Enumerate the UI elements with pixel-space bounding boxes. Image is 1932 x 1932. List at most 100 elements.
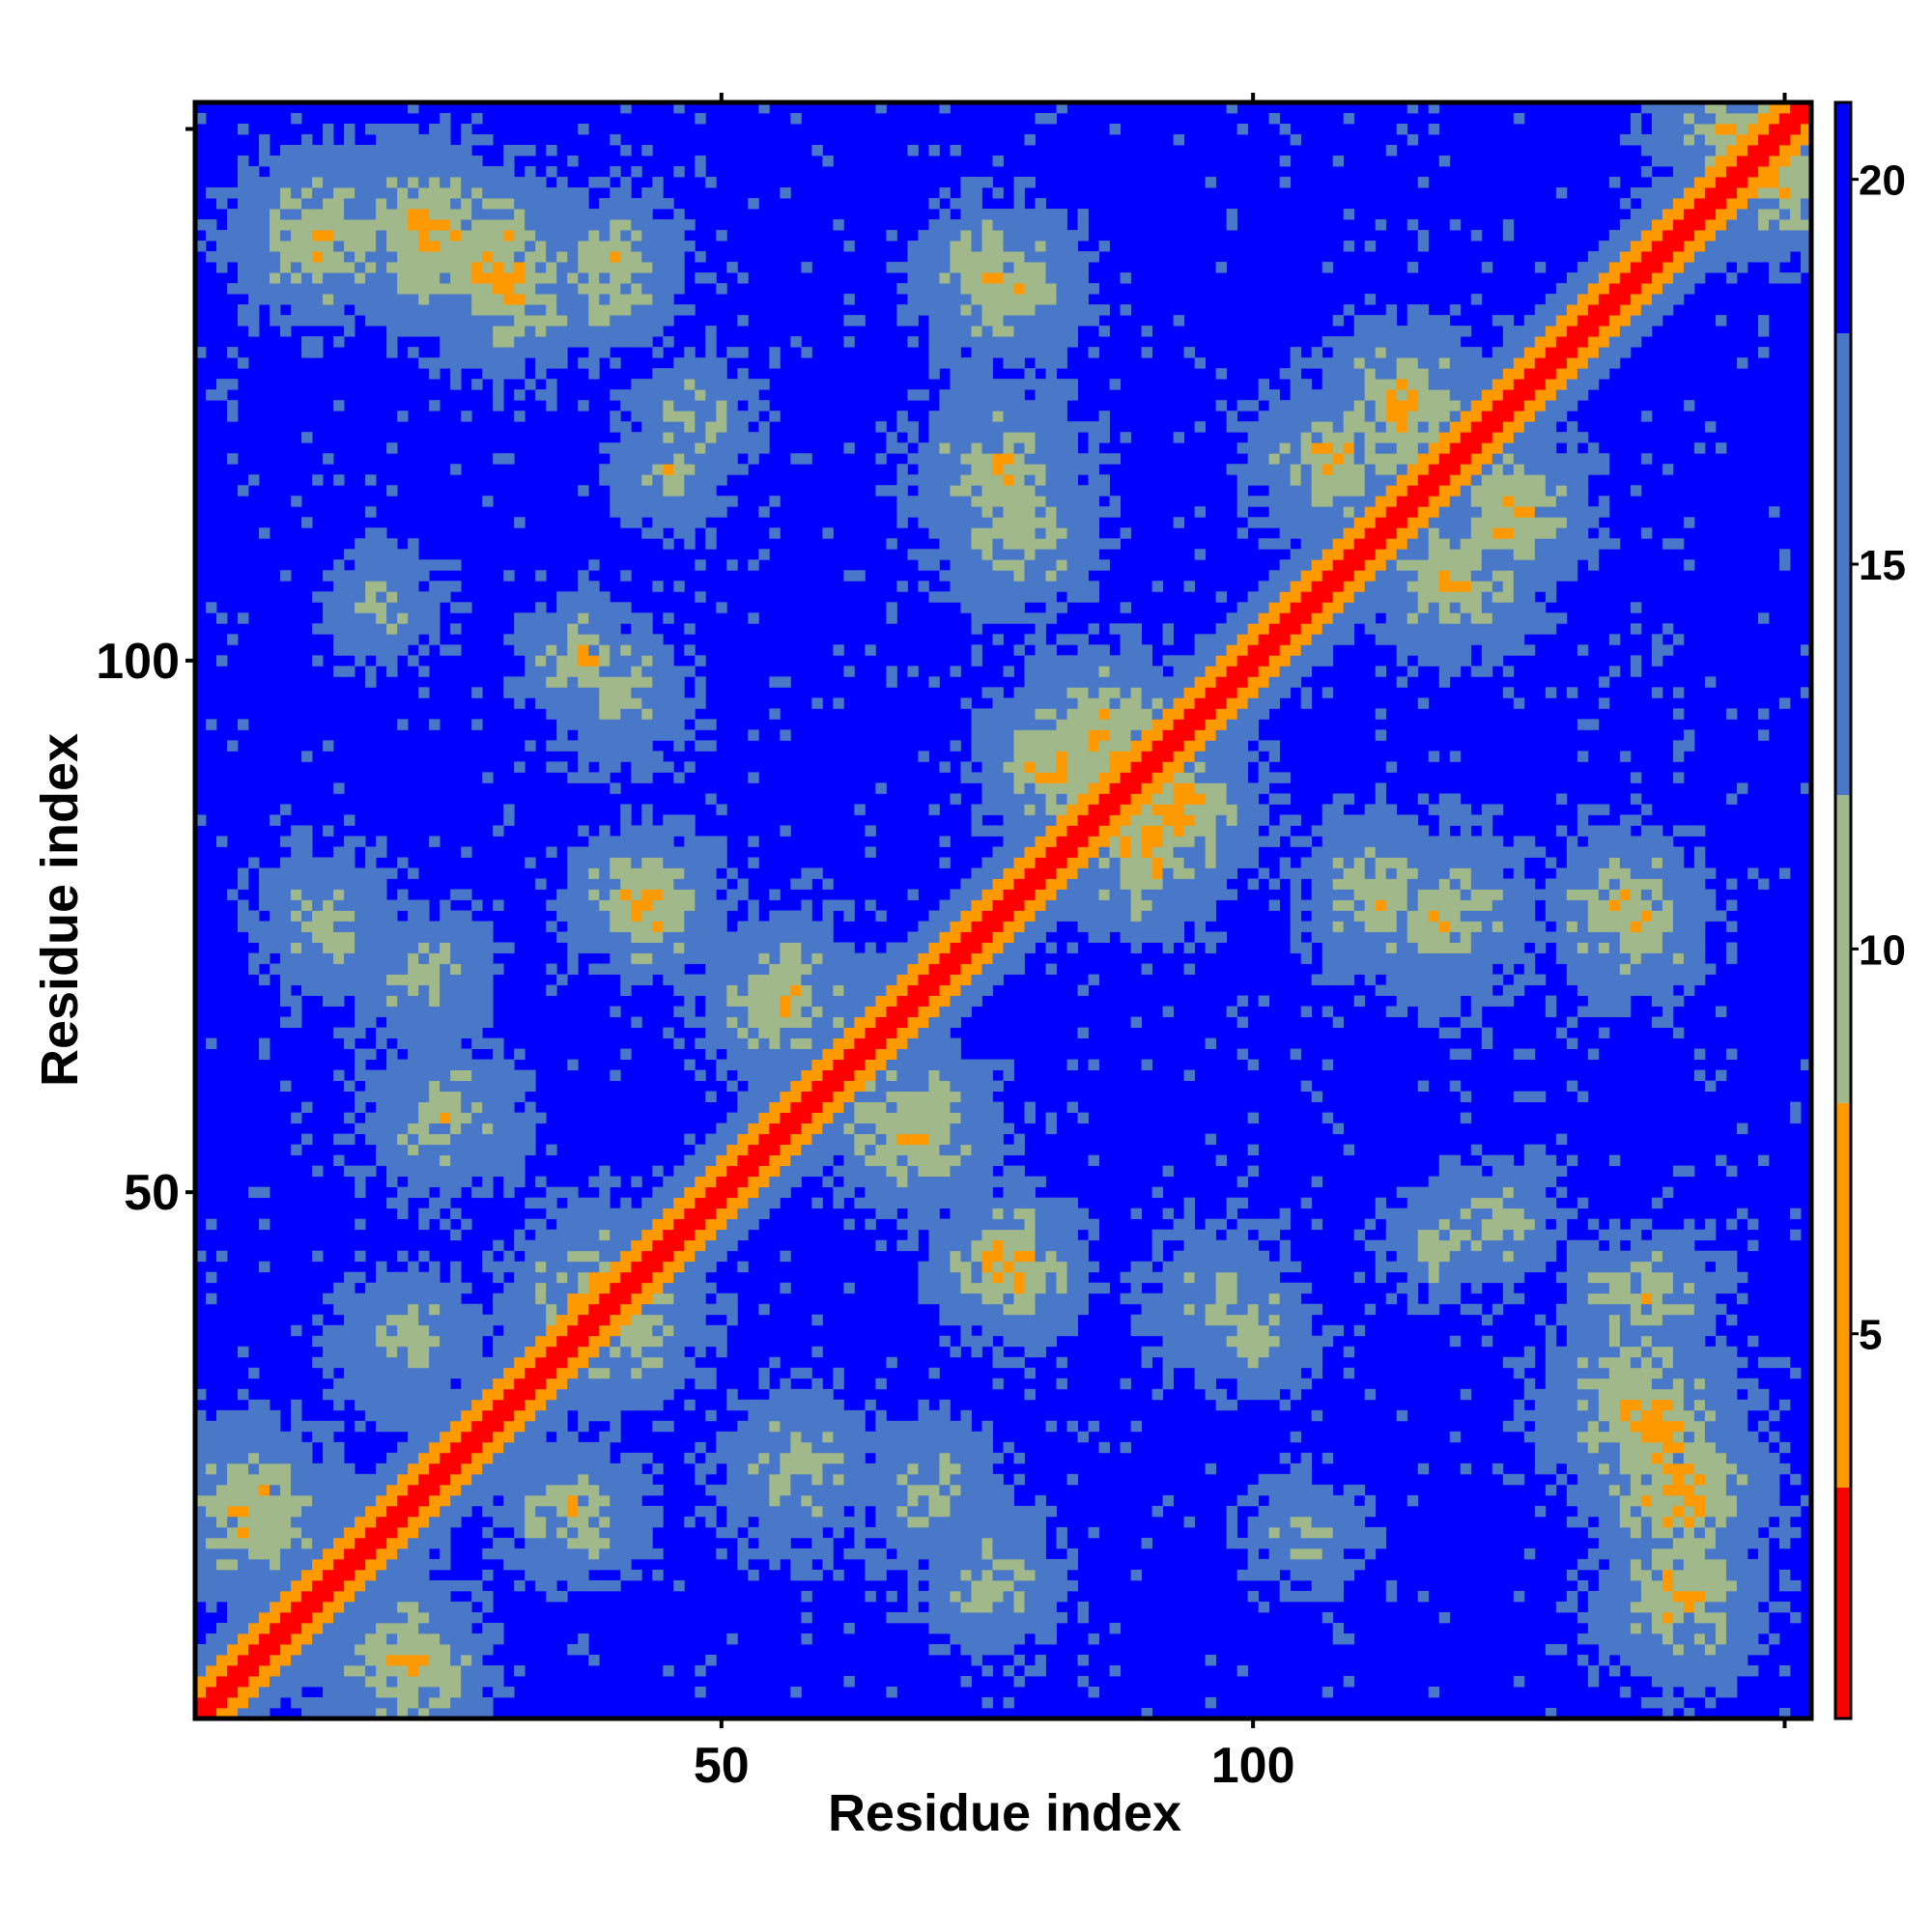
heatmap-cell <box>758 1037 770 1049</box>
heatmap-cell <box>397 1654 409 1666</box>
heatmap-cell <box>301 134 313 146</box>
heatmap-cell <box>588 251 600 263</box>
heatmap-cell <box>726 1080 738 1093</box>
heatmap-cell <box>620 1282 632 1294</box>
heatmap-cell <box>312 857 324 868</box>
heatmap-cell <box>355 1388 366 1401</box>
heatmap-cell <box>270 315 281 327</box>
heatmap-cell <box>461 1473 472 1486</box>
heatmap-cell <box>907 506 919 518</box>
heatmap-cell <box>514 1346 526 1358</box>
heatmap-cell <box>227 1654 239 1666</box>
heatmap-cell <box>578 272 589 284</box>
heatmap-cell <box>344 1367 355 1379</box>
heatmap-cell <box>301 1463 313 1475</box>
heatmap-cell <box>418 1250 430 1263</box>
heatmap-cell <box>493 1452 504 1464</box>
heatmap-cell <box>631 952 642 964</box>
heatmap-cell <box>429 1176 440 1188</box>
heatmap-cell <box>323 1388 334 1401</box>
heatmap-cell <box>323 219 334 231</box>
heatmap-cell <box>907 421 919 433</box>
heatmap-cell <box>418 1059 430 1070</box>
heatmap-cell <box>238 1686 249 1698</box>
heatmap-cell <box>843 899 855 911</box>
heatmap-cell <box>769 347 781 358</box>
heatmap-cell <box>610 761 621 773</box>
heatmap-cell <box>811 1037 823 1049</box>
heatmap-cell <box>376 1399 387 1411</box>
heatmap-cell <box>408 1452 419 1464</box>
heatmap-cell <box>684 1133 696 1146</box>
heatmap-cell <box>429 1590 440 1603</box>
heatmap-cell <box>758 1367 770 1379</box>
heatmap-cell <box>344 272 355 284</box>
heatmap-cell <box>780 1505 791 1518</box>
heatmap-cell <box>312 1633 324 1645</box>
heatmap-cell <box>556 1271 568 1284</box>
heatmap-cell <box>758 102 770 114</box>
heatmap-cell <box>355 1271 366 1284</box>
heatmap-cell <box>546 209 557 220</box>
heatmap-cell <box>907 1537 919 1549</box>
heatmap-cell <box>408 1186 419 1199</box>
heatmap-cell <box>546 1463 557 1475</box>
heatmap-cell <box>737 1154 749 1167</box>
heatmap-cell <box>663 496 674 507</box>
heatmap-cell <box>737 1176 749 1188</box>
heatmap-cell <box>429 1154 440 1167</box>
heatmap-cell <box>705 1048 717 1060</box>
heatmap-cell <box>450 1664 462 1677</box>
heatmap-cell <box>907 294 919 305</box>
heatmap-cell <box>865 1558 876 1571</box>
heatmap-cell <box>822 1006 834 1017</box>
heatmap-cell <box>673 241 685 252</box>
heatmap-cell <box>397 1686 409 1698</box>
heatmap-cell <box>631 379 642 390</box>
heatmap-cell <box>801 1165 812 1178</box>
heatmap-cell <box>599 1579 611 1592</box>
heatmap-cell <box>493 251 504 263</box>
heatmap-cell <box>567 1452 579 1464</box>
heatmap-cell <box>503 1324 515 1337</box>
heatmap-cell <box>450 1601 462 1613</box>
heatmap-cell <box>875 1122 887 1135</box>
heatmap-cell <box>514 1303 526 1316</box>
heatmap-cell <box>652 846 664 858</box>
heatmap-cell <box>546 241 557 252</box>
heatmap-cell <box>588 1399 600 1411</box>
heatmap-cell <box>525 145 536 156</box>
heatmap-cell <box>673 368 685 380</box>
heatmap-cell <box>843 1048 855 1060</box>
heatmap-cell <box>567 1282 579 1294</box>
heatmap-cell <box>503 570 515 582</box>
heatmap-cell <box>238 612 249 624</box>
heatmap-cell <box>843 1494 855 1507</box>
heatmap-cell <box>896 1059 908 1070</box>
heatmap-cell <box>227 1516 239 1528</box>
heatmap-cell <box>610 1431 621 1443</box>
heatmap-cell <box>758 506 770 518</box>
heatmap-cell <box>333 1579 345 1592</box>
heatmap-cell <box>705 1197 717 1209</box>
heatmap-cell <box>291 1463 302 1475</box>
heatmap-cell <box>854 1176 866 1188</box>
heatmap-cell <box>291 1664 302 1677</box>
heatmap-cell <box>928 1579 940 1592</box>
heatmap-cell <box>588 655 600 667</box>
heatmap-cell <box>716 464 727 475</box>
heatmap-cell <box>323 166 334 178</box>
heatmap-cell <box>918 453 929 465</box>
heatmap-cell <box>397 1579 409 1592</box>
heatmap-cell <box>588 666 600 677</box>
heatmap-cell <box>631 453 642 465</box>
heatmap-cell <box>631 931 642 943</box>
heatmap-cell <box>429 1505 440 1518</box>
heatmap-cell <box>641 846 653 858</box>
heatmap-cell <box>907 974 919 985</box>
heatmap-cell <box>886 1059 897 1070</box>
heatmap-cell <box>376 612 387 624</box>
heatmap-cell <box>333 952 345 964</box>
heatmap-cell <box>418 315 430 327</box>
heatmap-cell <box>620 846 632 858</box>
